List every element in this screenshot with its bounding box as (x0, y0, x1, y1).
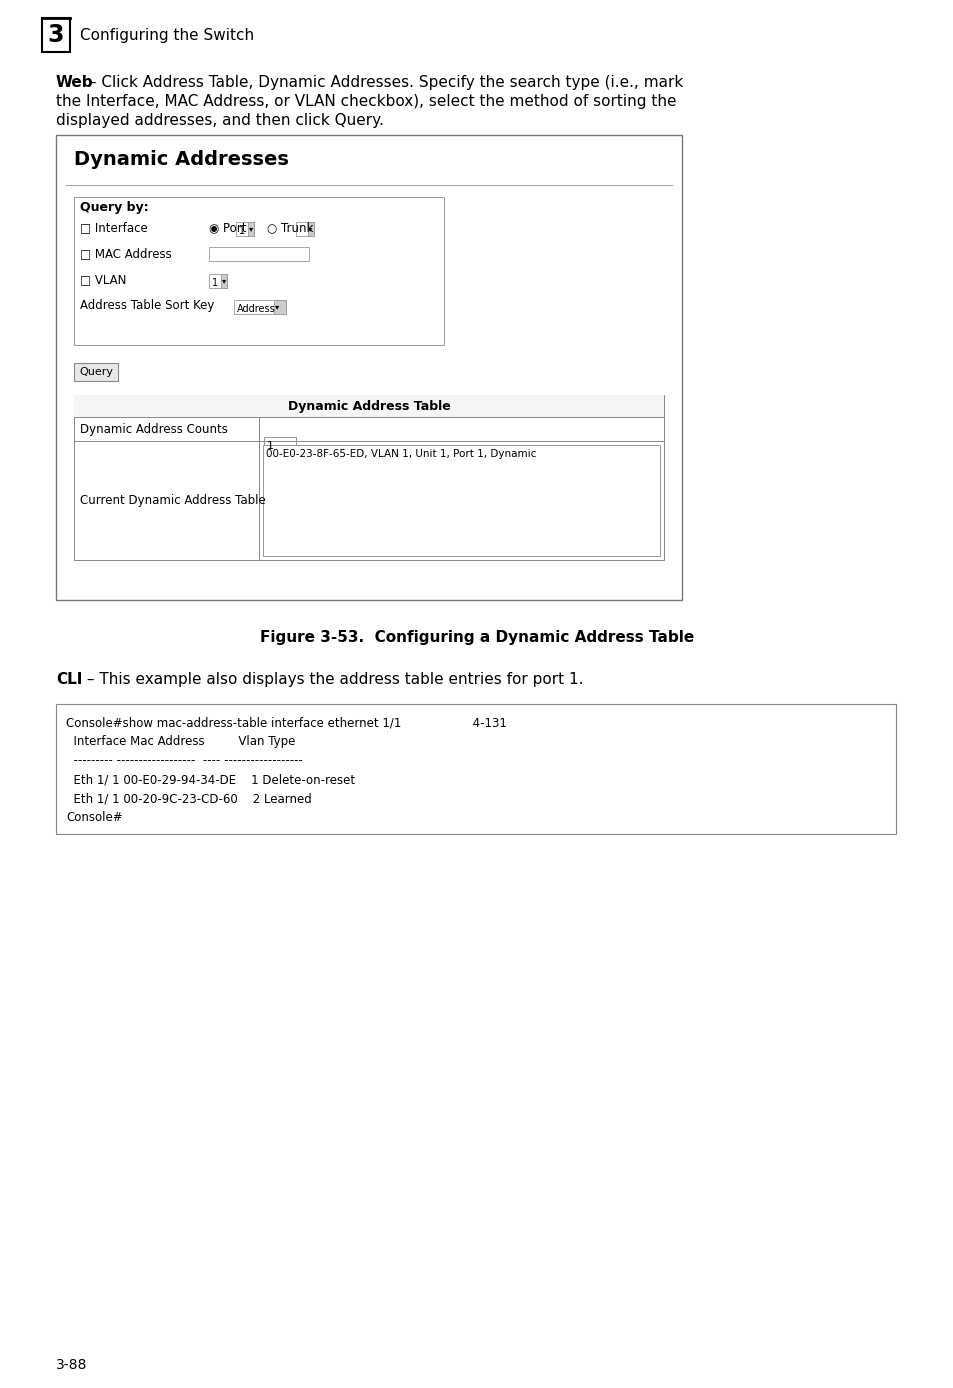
Text: Interface Mac Address         Vlan Type: Interface Mac Address Vlan Type (66, 736, 295, 748)
Bar (209, 247, 309, 261)
Text: Current Dynamic Address Table: Current Dynamic Address Table (80, 494, 266, 507)
Bar (74, 396, 663, 416)
Text: Eth 1/ 1 00-20-9C-23-CD-60    2 Learned: Eth 1/ 1 00-20-9C-23-CD-60 2 Learned (66, 793, 312, 805)
Bar (264, 437, 295, 451)
Bar (295, 222, 314, 236)
Text: Console#: Console# (66, 811, 123, 824)
Text: CLI: CLI (56, 672, 82, 687)
Text: ▾: ▾ (222, 276, 226, 286)
Text: □ Interface: □ Interface (80, 221, 148, 235)
Text: 1: 1 (212, 278, 218, 287)
Text: Eth 1/ 1 00-E0-29-94-34-DE    1 Delete-on-reset: Eth 1/ 1 00-E0-29-94-34-DE 1 Delete-on-r… (66, 773, 355, 786)
Text: displayed addresses, and then click Query.: displayed addresses, and then click Quer… (56, 112, 383, 128)
Bar (248, 222, 253, 236)
Text: ◉ Port: ◉ Port (209, 221, 246, 235)
Text: Dynamic Address Table: Dynamic Address Table (287, 400, 450, 412)
Text: □ VLAN: □ VLAN (80, 273, 126, 286)
Text: Web: Web (56, 75, 93, 90)
Text: ○ Trunk: ○ Trunk (267, 221, 313, 235)
Bar (209, 273, 227, 287)
Text: Configuring the Switch: Configuring the Switch (80, 28, 253, 43)
Text: Figure 3-53.  Configuring a Dynamic Address Table: Figure 3-53. Configuring a Dynamic Addre… (259, 630, 694, 645)
Text: 3: 3 (48, 24, 64, 47)
Text: Query: Query (79, 366, 112, 378)
Bar (221, 273, 227, 287)
Bar (263, 446, 659, 557)
Text: 00-E0-23-8F-65-ED, VLAN 1, Unit 1, Port 1, Dynamic: 00-E0-23-8F-65-ED, VLAN 1, Unit 1, Port … (266, 448, 536, 459)
Text: – Click Address Table, Dynamic Addresses. Specify the search type (i.e., mark: – Click Address Table, Dynamic Addresses… (84, 75, 682, 90)
Bar (74, 197, 443, 346)
Text: Query by:: Query by: (80, 201, 149, 214)
Bar (42, 18, 70, 51)
Text: Dynamic Address Counts: Dynamic Address Counts (80, 422, 228, 436)
Text: --------- ------------------  ---- ------------------: --------- ------------------ ---- ------… (66, 754, 302, 768)
Bar (56, 135, 681, 600)
Bar (308, 222, 314, 236)
Text: the Interface, MAC Address, or VLAN checkbox), select the method of sorting the: the Interface, MAC Address, or VLAN chec… (56, 94, 676, 110)
Text: 3-88: 3-88 (56, 1357, 88, 1371)
Text: 1: 1 (239, 226, 245, 236)
Text: □ MAC Address: □ MAC Address (80, 247, 172, 260)
Text: Address Table Sort Key: Address Table Sort Key (80, 298, 214, 312)
Text: ▾: ▾ (249, 225, 253, 233)
Text: ▾: ▾ (308, 225, 312, 233)
Bar (74, 364, 118, 380)
Text: ▾: ▾ (274, 303, 279, 311)
Bar (235, 222, 253, 236)
Bar (56, 704, 895, 834)
Text: – This example also displays the address table entries for port 1.: – This example also displays the address… (82, 672, 583, 687)
Text: 1: 1 (267, 441, 274, 451)
Text: Dynamic Addresses: Dynamic Addresses (74, 150, 289, 169)
Text: Console#show mac-address-table interface ethernet 1/1                   4-131: Console#show mac-address-table interface… (66, 716, 506, 729)
Text: Address: Address (236, 304, 275, 314)
Bar (74, 396, 663, 559)
Bar (233, 300, 286, 314)
Bar (274, 300, 286, 314)
